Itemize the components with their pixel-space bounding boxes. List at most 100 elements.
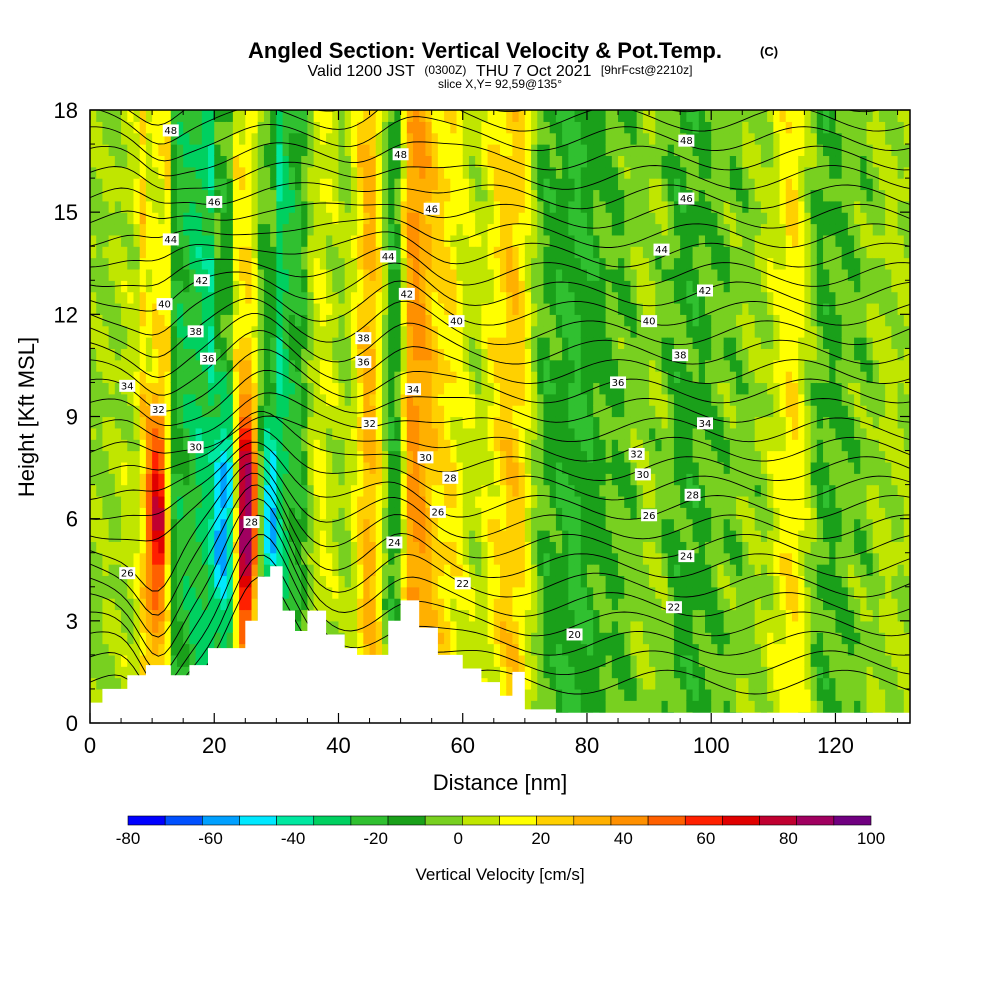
velocity-cell [543,359,551,372]
velocity-cell [319,189,327,202]
velocity-cell [270,325,277,338]
velocity-cell [605,166,613,179]
velocity-cell [133,541,141,554]
velocity-cell [152,461,159,474]
velocity-cell [618,677,625,690]
velocity-cell [543,552,551,565]
velocity-cell [630,495,638,508]
velocity-cell [419,121,427,134]
velocity-cell [102,382,110,395]
velocity-cell [121,666,128,679]
velocity-cell [276,302,284,315]
velocity-cell [127,552,135,565]
velocity-cell [90,518,97,531]
velocity-cell [413,416,420,429]
velocity-cell [394,564,402,577]
velocity-cell [313,359,321,372]
velocity-cell [636,302,644,315]
velocity-cell [431,144,439,157]
velocity-cell [245,268,253,281]
velocity-cell [108,473,116,486]
velocity-cell [183,178,190,191]
velocity-cell [114,427,122,440]
velocity-cell [338,518,346,531]
velocity-cell [649,552,656,565]
velocity-cell [524,473,532,486]
velocity-cell [394,450,402,463]
velocity-cell [618,666,625,679]
velocity-cell [307,178,315,191]
velocity-cell [344,552,352,565]
velocity-cell [586,337,594,349]
velocity-cell [301,121,309,134]
velocity-cell [487,189,495,202]
velocity-cell [406,416,414,429]
velocity-cell [183,473,190,486]
velocity-cell [214,495,222,508]
velocity-cell [170,268,178,281]
velocity-cell [257,416,265,429]
velocity-cell [574,371,582,384]
velocity-cell [90,484,97,497]
velocity-cell [326,155,333,168]
velocity-cell [388,234,395,247]
velocity-cell [555,382,563,395]
velocity-cell [295,393,302,406]
velocity-cell [152,495,159,508]
velocity-cell [462,620,470,633]
velocity-cell [406,280,414,293]
velocity-cell [263,507,271,520]
velocity-cell [543,530,551,542]
velocity-cell [145,234,153,247]
velocity-cell [636,688,644,701]
velocity-cell [158,495,166,508]
velocity-cell [133,450,141,463]
velocity-cell [531,314,538,327]
velocity-cell [363,166,371,179]
velocity-cell [263,530,271,542]
velocity-cell [350,189,358,202]
velocity-cell [145,325,153,338]
velocity-cell [568,575,576,588]
velocity-cell [605,632,613,645]
velocity-cell [145,495,153,508]
velocity-cell [220,495,228,508]
velocity-cell [574,495,582,508]
velocity-cell [282,371,290,384]
velocity-cell [630,257,638,270]
velocity-cell [338,121,346,134]
velocity-cell [326,530,333,542]
velocity-cell [251,507,259,520]
velocity-cell [481,314,489,327]
velocity-cell [357,110,364,122]
velocity-cell [456,450,464,463]
velocity-cell [164,246,172,259]
velocity-cell [506,200,514,213]
velocity-cell [344,575,352,588]
velocity-cell [599,155,607,168]
velocity-cell [475,144,482,157]
velocity-cell [555,189,563,202]
velocity-cell [239,325,246,338]
velocity-cell [618,450,625,463]
velocity-cell [537,200,545,213]
velocity-cell [624,280,632,293]
velocity-cell [319,337,327,349]
velocity-cell [127,325,135,338]
velocity-cell [450,643,458,656]
velocity-cell [586,700,594,713]
velocity-cell [295,325,302,338]
velocity-cell [344,450,352,463]
velocity-cell [605,530,613,542]
velocity-cell [574,314,582,327]
velocity-cell [282,280,290,293]
velocity-cell [400,359,408,372]
velocity-cell [307,223,315,236]
velocity-cell [568,382,576,395]
velocity-cell [574,541,582,554]
velocity-cell [201,643,209,656]
velocity-cell [338,371,346,384]
velocity-cell [363,314,371,327]
velocity-cell [487,212,495,225]
velocity-cell [444,439,451,452]
